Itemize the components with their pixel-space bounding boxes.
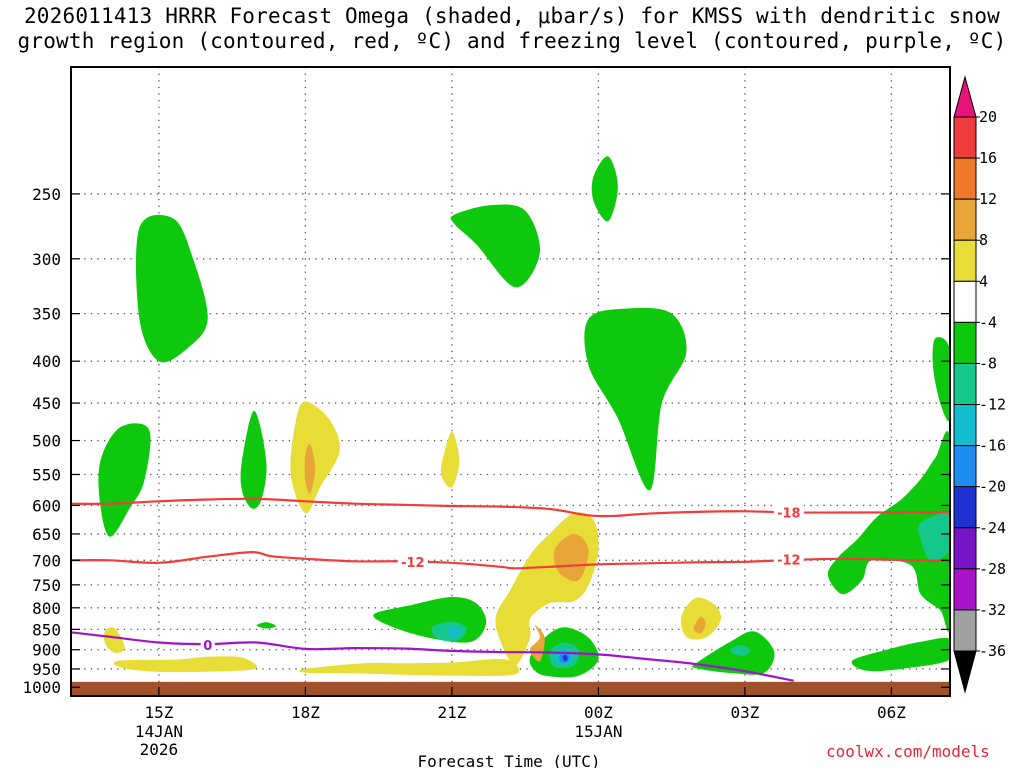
colorbar-band--24--20: [953, 486, 977, 529]
ytick-label-950: 950: [32, 660, 61, 679]
ytick-label-350: 350: [32, 305, 61, 324]
colorbar-band-4-8: [953, 239, 977, 282]
contour-label-bg-3: [773, 551, 804, 567]
ytick-label-400: 400: [32, 352, 61, 371]
xtick-label-03Z: 03Z: [730, 703, 759, 722]
colorbar-label-13: -36: [979, 642, 1006, 660]
ytick-label-800: 800: [32, 599, 61, 618]
omega-region-30: [553, 533, 589, 582]
omega-region-24: [113, 656, 257, 673]
colorbar-label-9: -20: [979, 478, 1006, 496]
omega-region-28: [304, 443, 316, 494]
colorbar-band--4-4: [953, 280, 977, 323]
chart-title: 2026011413 HRRR Forecast Omega (shaded, …: [0, 4, 1024, 54]
omega-region-1: [584, 307, 687, 491]
credit-text: coolwx.com/models: [826, 742, 990, 761]
omega-region-10: [851, 637, 950, 672]
omega-region-15: [730, 644, 750, 656]
colorbar-label-3: 8: [979, 231, 988, 249]
omega-region-22: [440, 431, 460, 488]
colorbar-label-4: 4: [979, 272, 988, 290]
omega-region-25: [298, 658, 520, 676]
colorbar-label-0: 20: [979, 108, 997, 126]
colorbar-label-12: -32: [979, 601, 1006, 619]
title-line-1: 2026011413 HRRR Forecast Omega (shaded, …: [23, 4, 1001, 28]
xtick-date-00Z: 15JAN: [574, 722, 622, 741]
xtick-year-15Z: 2026: [140, 740, 179, 759]
plot-frame: [70, 66, 951, 697]
xtick-label-06Z: 06Z: [877, 703, 906, 722]
xtick-label-15Z: 15Z: [144, 703, 173, 722]
x-axis-label: Forecast Time (UTC): [417, 752, 600, 768]
colorbar-label-8: -16: [979, 437, 1006, 455]
title-line-2: growth region (contoured, red, ºC) and f…: [17, 29, 1007, 53]
ytick-label-600: 600: [32, 496, 61, 515]
colorbar-band--12--8: [953, 362, 977, 406]
colorbar-band--36--32: [953, 609, 977, 652]
contour-label-2: -18: [777, 506, 801, 521]
contour-isotherm-0-freezing-level: [71, 631, 794, 682]
ytick-label-650: 650: [32, 525, 61, 544]
omega-region-17: [446, 627, 462, 637]
xtick-label-21Z: 21Z: [437, 703, 466, 722]
ytick-label-450: 450: [32, 394, 61, 413]
ytick-label-900: 900: [32, 641, 61, 660]
colorbar-band-16-20: [953, 116, 977, 159]
colorbar-top-arrow: [953, 75, 977, 118]
contour-label-bg-1: [397, 553, 428, 569]
ytick-label-500: 500: [32, 432, 61, 451]
omega-region-6: [256, 622, 277, 629]
omega-shading: [98, 156, 950, 678]
omega-region-12: [932, 337, 950, 422]
contour-label-3: -12: [777, 553, 801, 568]
colorbar-label-1: 16: [979, 149, 997, 167]
contour-labels: 0 -12 -18 -12: [200, 504, 804, 654]
colorbar: 20 16 12 8 4 -4 -8 -12 -16 -20 -24 -28 -32 -36: [953, 75, 1006, 694]
omega-region-31: [693, 616, 706, 634]
colorbar-label-7: -12: [979, 396, 1006, 414]
contour-label-1: -12: [401, 556, 425, 571]
contour-label-bg-0: [200, 636, 215, 652]
ytick-label-300: 300: [32, 250, 61, 269]
xtick-label-00Z: 00Z: [584, 703, 613, 722]
omega-region-5: [240, 410, 267, 509]
omega-region-20: [562, 654, 568, 662]
ytick-label-1000: 1000: [22, 678, 61, 697]
ytick-label-850: 850: [32, 620, 61, 639]
contour-label-0: 0: [203, 639, 212, 654]
y-axis-ticks: 250 300 350 400 450 500 550 600 650 700 750 800 850 9…: [22, 185, 950, 697]
ytick-label-700: 700: [32, 551, 61, 570]
colorbar-band-12-16: [953, 157, 977, 200]
colorbar-band--20--16: [953, 445, 977, 488]
colorbar-label-11: -28: [979, 560, 1006, 578]
colorbar-label-10: -24: [979, 519, 1006, 537]
xtick-date-15Z: 14JAN: [135, 722, 183, 741]
ground-layer: [71, 681, 950, 696]
omega-region-21: [290, 401, 340, 514]
xtick-label-18Z: 18Z: [291, 703, 320, 722]
colorbar-label-6: -8: [979, 354, 997, 372]
colorbar-bottom-arrow: [953, 650, 977, 694]
ytick-label-550: 550: [32, 465, 61, 484]
ytick-label-250: 250: [32, 185, 61, 204]
omega-region-11: [827, 431, 950, 632]
colorbar-band--28--24: [953, 527, 977, 570]
omega-region-16: [918, 513, 950, 561]
colorbar-band--32--28: [953, 568, 977, 611]
colorbar-band--8--4: [953, 321, 977, 364]
colorbar-label-2: 12: [979, 190, 997, 208]
omega-region-2: [450, 204, 541, 288]
omega-region-3: [591, 156, 618, 222]
colorbar-band-8-12: [953, 198, 977, 241]
omega-region-23: [104, 627, 125, 654]
ytick-label-750: 750: [32, 576, 61, 595]
omega-region-0: [135, 214, 208, 363]
colorbar-label-5: -4: [979, 313, 997, 331]
omega-region-4: [98, 423, 151, 537]
colorbar-band--16--12: [953, 404, 977, 447]
contour-label-bg-2: [773, 504, 804, 520]
